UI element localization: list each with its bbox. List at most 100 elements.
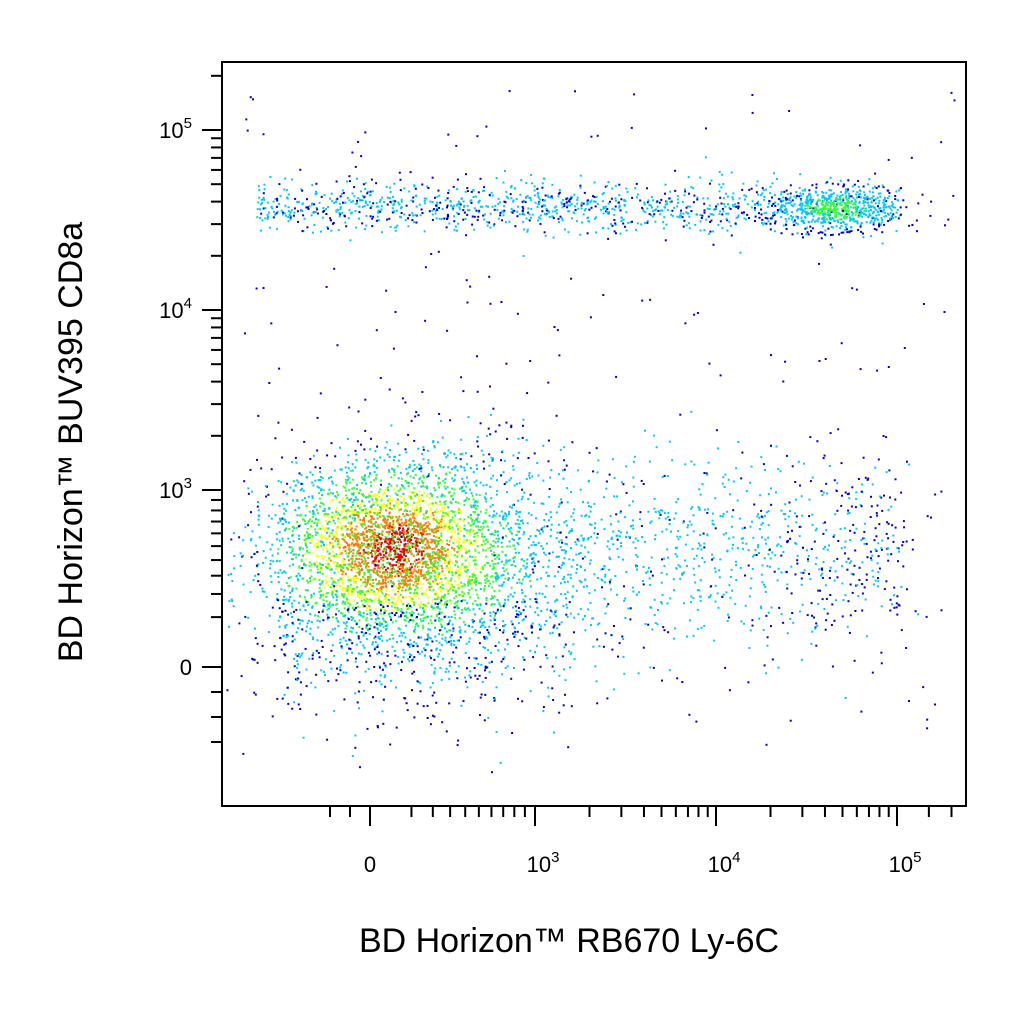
data-point	[413, 630, 415, 632]
data-point	[404, 581, 407, 584]
data-point	[294, 484, 297, 487]
data-point	[609, 578, 612, 581]
data-point	[699, 595, 702, 598]
data-point	[366, 543, 369, 546]
data-point	[449, 451, 452, 454]
data-point	[486, 629, 489, 631]
data-point	[361, 561, 363, 564]
data-point	[411, 544, 414, 546]
data-point	[458, 511, 461, 514]
data-point	[566, 606, 569, 609]
data-point	[593, 502, 596, 505]
data-point	[351, 558, 354, 561]
data-point	[469, 543, 472, 545]
data-point	[466, 551, 469, 554]
data-point	[497, 537, 500, 540]
data-point	[810, 642, 813, 645]
data-point	[917, 613, 920, 616]
data-point	[438, 608, 441, 611]
data-point	[292, 563, 295, 566]
data-point	[767, 510, 770, 513]
data-point	[257, 573, 260, 576]
data-point	[329, 605, 332, 608]
data-point	[728, 537, 731, 540]
data-point	[277, 521, 280, 524]
data-point	[431, 530, 434, 533]
data-point	[447, 580, 450, 582]
data-point	[545, 620, 548, 622]
data-point	[709, 595, 712, 598]
data-point	[661, 530, 664, 533]
data-point	[504, 554, 507, 557]
data-point	[485, 635, 488, 638]
data-point	[362, 509, 365, 512]
data-point	[328, 535, 331, 538]
data-point	[403, 651, 406, 654]
data-point	[273, 645, 276, 648]
data-point	[277, 548, 280, 551]
data-point	[460, 611, 463, 614]
data-point	[375, 329, 378, 332]
data-point	[662, 626, 665, 629]
data-point	[440, 572, 443, 575]
data-point	[507, 572, 510, 575]
data-point	[542, 566, 545, 569]
data-point	[635, 593, 638, 596]
data-point	[444, 577, 447, 580]
data-point	[880, 662, 883, 665]
data-point	[763, 514, 766, 517]
data-point	[778, 606, 781, 609]
data-point	[381, 580, 384, 583]
data-point	[574, 541, 577, 543]
data-point	[364, 578, 367, 581]
data-point	[426, 487, 429, 490]
data-point	[550, 516, 553, 519]
data-point	[419, 541, 421, 544]
data-point	[874, 548, 877, 551]
data-point	[833, 579, 836, 582]
data-point	[730, 525, 733, 528]
data-point	[388, 388, 391, 391]
data-point	[375, 501, 378, 504]
data-point	[436, 551, 439, 554]
data-point	[424, 562, 427, 565]
data-point	[428, 523, 431, 526]
data-point	[291, 602, 293, 605]
data-point	[416, 544, 419, 547]
data-point	[378, 651, 381, 654]
data-point	[576, 568, 578, 571]
data-point	[304, 514, 307, 517]
data-point	[398, 547, 401, 550]
data-point	[857, 595, 860, 597]
data-point	[779, 470, 782, 473]
data-point	[650, 520, 653, 523]
data-point	[457, 543, 460, 546]
data-point	[394, 535, 397, 538]
data-point	[466, 463, 469, 466]
data-point	[358, 619, 361, 622]
data-point	[337, 512, 340, 515]
data-point	[514, 551, 517, 554]
data-point	[451, 494, 454, 497]
data-point	[376, 517, 379, 520]
data-point	[448, 629, 450, 632]
data-point	[476, 504, 479, 507]
data-point	[384, 527, 387, 530]
data-point	[382, 582, 385, 585]
data-point	[679, 535, 682, 538]
data-point	[443, 512, 446, 515]
data-point	[444, 550, 447, 552]
data-point	[392, 538, 395, 541]
data-point	[545, 513, 548, 515]
data-point	[382, 514, 385, 517]
data-point	[354, 571, 357, 574]
data-point	[862, 456, 865, 459]
data-point	[370, 553, 373, 556]
data-point	[346, 475, 349, 478]
data-point	[372, 578, 374, 581]
data-point	[380, 497, 383, 500]
data-point	[242, 554, 244, 557]
data-point	[342, 621, 345, 624]
data-point	[476, 535, 479, 538]
data-point	[363, 523, 366, 526]
